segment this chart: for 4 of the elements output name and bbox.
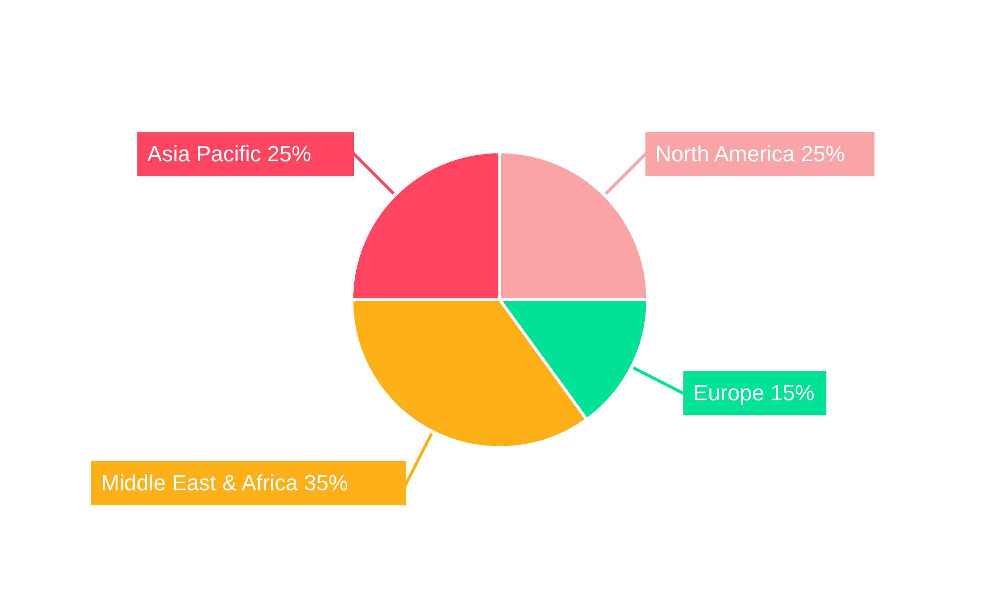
slice-label: Europe 15%	[694, 380, 815, 406]
slice-label: Asia Pacific 25%	[148, 141, 312, 166]
slice-label: North America 25%	[656, 141, 846, 166]
slice-label: Middle East & Africa 35%	[101, 470, 348, 496]
